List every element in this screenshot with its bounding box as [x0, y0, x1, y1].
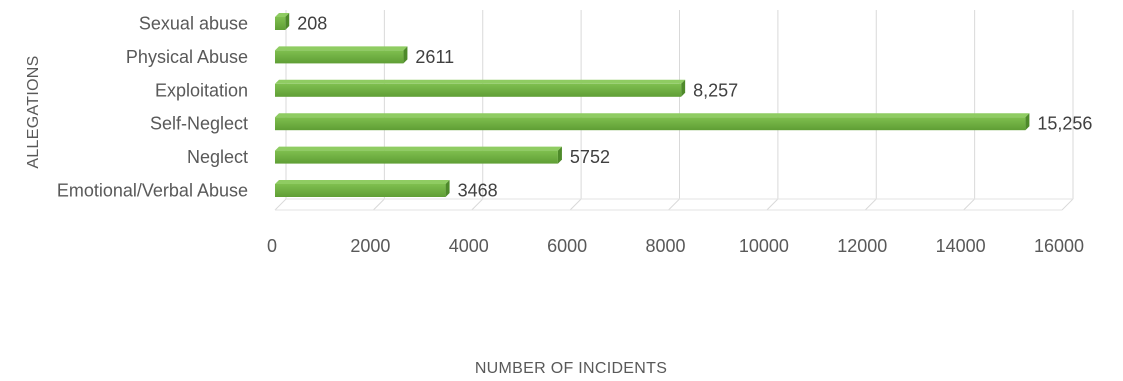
- data-label: 5752: [570, 147, 610, 167]
- floor-gridline: [864, 198, 877, 211]
- bar: [275, 117, 1026, 131]
- category-label: Neglect: [187, 147, 248, 167]
- data-label: 8,257: [693, 80, 738, 100]
- floor-gridline: [766, 198, 779, 211]
- x-tick-label: 10000: [739, 236, 789, 256]
- x-tick-label: 16000: [1034, 236, 1084, 256]
- x-tick-label: 14000: [936, 236, 986, 256]
- floor-gridline: [471, 198, 484, 211]
- bar-top-face: [275, 79, 686, 84]
- bar-end-face: [1025, 113, 1030, 131]
- bar-top-face: [275, 46, 408, 51]
- data-labels: 3468 5752 15,256 8,257 2611 208: [297, 14, 1092, 201]
- data-label: 208: [297, 14, 327, 34]
- bar: [275, 83, 682, 97]
- data-label: 15,256: [1037, 114, 1092, 134]
- bar-end-face: [285, 13, 290, 30]
- x-tick-label: 0: [267, 236, 277, 256]
- x-tick-labels: 0 2000 4000 6000 8000 10000 12000 14000 16000: [267, 236, 1084, 256]
- category-label: Self-Neglect: [150, 114, 248, 134]
- bars: [275, 13, 1030, 197]
- floor-gridline: [668, 198, 680, 211]
- floor-gridline: [569, 198, 582, 211]
- floor-gridline: [1061, 198, 1074, 211]
- x-tick-label: 2000: [350, 236, 390, 256]
- x-axis-title: NUMBER OF INCIDENTS: [475, 360, 667, 377]
- category-labels: Emotional/Verbal Abuse Neglect Self-Neglec…: [57, 14, 248, 201]
- category-label: Exploitation: [155, 80, 248, 100]
- floor-gridline: [274, 198, 287, 211]
- category-label: Physical Abuse: [126, 47, 248, 67]
- category-label: Sexual abuse: [139, 14, 248, 34]
- bar-end-face: [681, 79, 686, 97]
- x-tick-label: 6000: [547, 236, 587, 256]
- floor-gridline: [373, 198, 385, 211]
- data-label: 2611: [415, 47, 454, 67]
- bar-end-face: [403, 46, 408, 64]
- x-tick-label: 12000: [837, 236, 887, 256]
- bar: [275, 17, 286, 30]
- bar-top-face: [275, 146, 562, 151]
- bar-top-face: [275, 180, 450, 184]
- bar-top-face: [275, 113, 1030, 118]
- y-axis-title: ALLEGATIONS: [25, 55, 42, 168]
- x-tick-label: 4000: [449, 236, 489, 256]
- x-tick-label: 8000: [645, 236, 685, 256]
- bar: [275, 150, 558, 164]
- bar-end-face: [445, 180, 450, 197]
- bar-end-face: [557, 146, 562, 164]
- floor-gridline: [963, 198, 975, 211]
- bar: [275, 50, 404, 64]
- bar-top-face: [275, 13, 290, 17]
- data-label: 3468: [458, 181, 498, 201]
- bar: [275, 184, 446, 197]
- category-label: Emotional/Verbal Abuse: [57, 181, 248, 201]
- gridlines: [274, 10, 1074, 211]
